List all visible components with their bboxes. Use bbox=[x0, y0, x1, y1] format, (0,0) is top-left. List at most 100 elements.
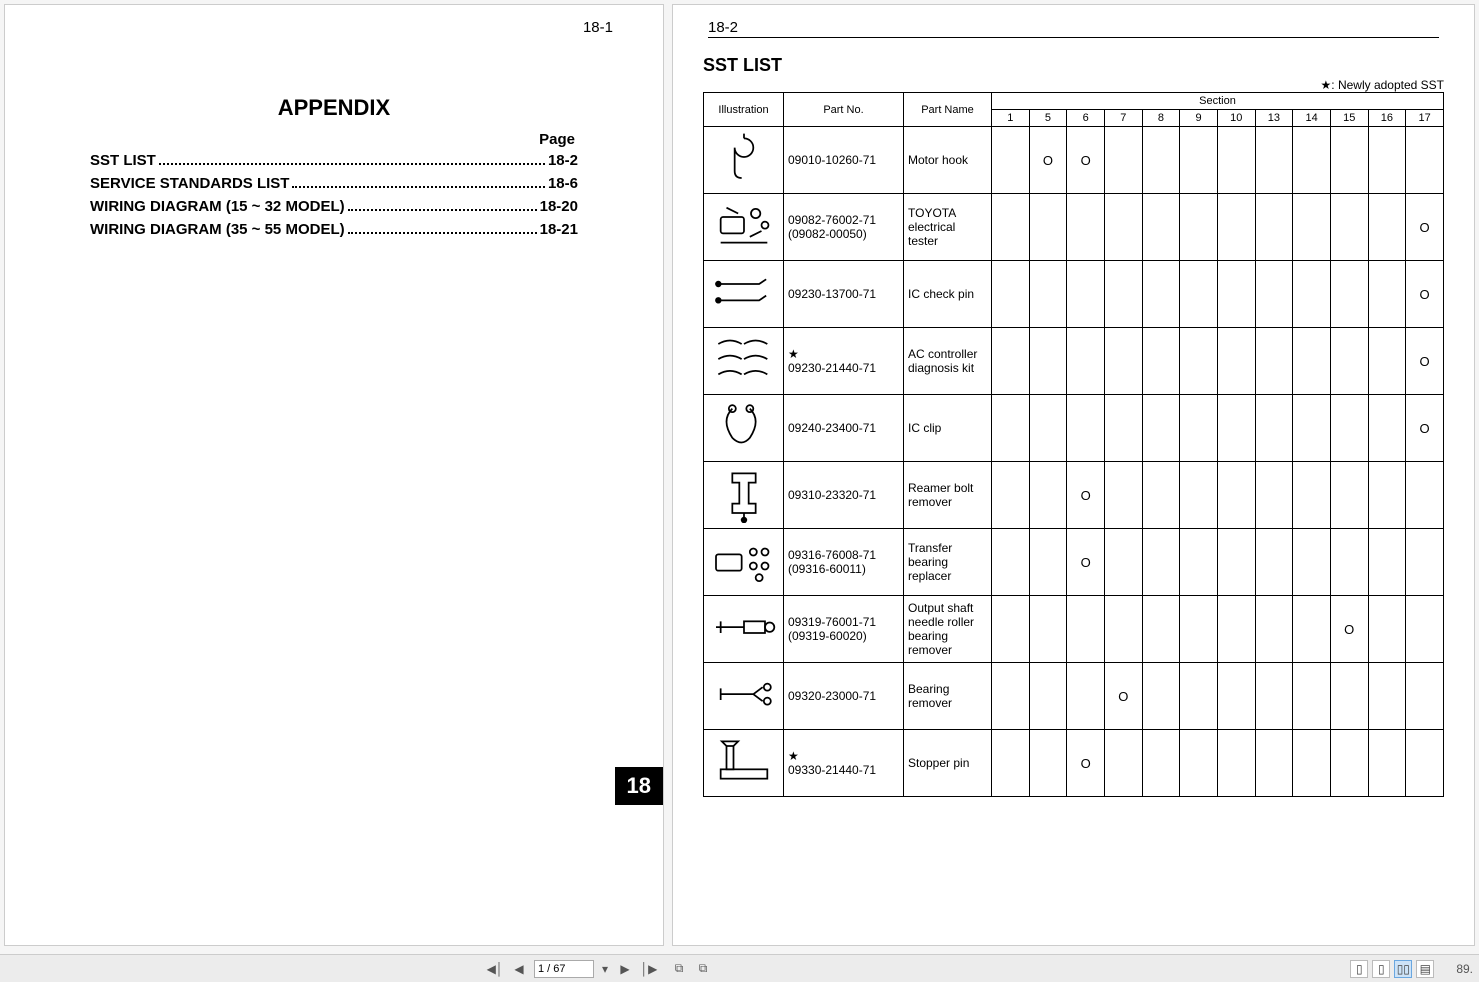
page-number-input[interactable] bbox=[534, 960, 594, 978]
cell-sec-16 bbox=[1368, 328, 1406, 395]
cell-sec-15: O bbox=[1330, 596, 1368, 663]
cell-sec-17 bbox=[1406, 596, 1444, 663]
cell-sec-14 bbox=[1293, 663, 1331, 730]
cell-sec-8 bbox=[1142, 462, 1180, 529]
cell-sec-15 bbox=[1330, 663, 1368, 730]
cell-sec-8 bbox=[1142, 328, 1180, 395]
cell-part-name: AC controller diagnosis kit bbox=[904, 328, 992, 395]
cell-sec-7 bbox=[1104, 529, 1142, 596]
cell-sec-5 bbox=[1029, 730, 1067, 797]
cell-sec-17: O bbox=[1406, 194, 1444, 261]
sst-row: 09240-23400-71IC clipO bbox=[704, 395, 1444, 462]
th-sec-10: 10 bbox=[1217, 110, 1255, 127]
toc-row: WIRING DIAGRAM (35 ~ 55 MODEL)18-21 bbox=[90, 221, 578, 238]
toc-dots bbox=[159, 163, 545, 165]
cell-sec-10 bbox=[1217, 529, 1255, 596]
th-sec-1: 1 bbox=[992, 110, 1030, 127]
continuous-view-button[interactable]: ▯ bbox=[1372, 960, 1390, 978]
toc-label: WIRING DIAGRAM (35 ~ 55 MODEL) bbox=[90, 221, 345, 238]
cell-sec-16 bbox=[1368, 395, 1406, 462]
cell-sec-10 bbox=[1217, 730, 1255, 797]
cell-sec-13 bbox=[1255, 395, 1293, 462]
cell-sec-5 bbox=[1029, 328, 1067, 395]
cell-sec-8 bbox=[1142, 596, 1180, 663]
cell-sec-14 bbox=[1293, 261, 1331, 328]
th-sec-6: 6 bbox=[1067, 110, 1105, 127]
th-sec-16: 16 bbox=[1368, 110, 1406, 127]
cell-sec-15 bbox=[1330, 127, 1368, 194]
cell-sec-14 bbox=[1293, 462, 1331, 529]
cell-sec-9 bbox=[1180, 395, 1218, 462]
cell-sec-5 bbox=[1029, 194, 1067, 261]
cell-sec-16 bbox=[1368, 529, 1406, 596]
cell-sec-7 bbox=[1104, 596, 1142, 663]
cell-sec-1 bbox=[992, 663, 1030, 730]
cell-sec-16 bbox=[1368, 730, 1406, 797]
cell-sec-1 bbox=[992, 395, 1030, 462]
cell-sec-5 bbox=[1029, 596, 1067, 663]
cell-illustration bbox=[704, 395, 784, 462]
cell-sec-10 bbox=[1217, 462, 1255, 529]
th-sec-7: 7 bbox=[1104, 110, 1142, 127]
cell-sec-14 bbox=[1293, 395, 1331, 462]
cell-sec-1 bbox=[992, 462, 1030, 529]
cell-sec-6: O bbox=[1067, 529, 1105, 596]
sst-legend: ★: Newly adopted SST bbox=[703, 78, 1444, 92]
cell-sec-17 bbox=[1406, 529, 1444, 596]
table-of-contents: SST LIST18-2SERVICE STANDARDS LIST18-6WI… bbox=[90, 152, 578, 238]
th-sec-9: 9 bbox=[1180, 110, 1218, 127]
cell-illustration bbox=[704, 261, 784, 328]
cell-sec-14 bbox=[1293, 529, 1331, 596]
add-page-button[interactable]: ⧉ bbox=[670, 960, 688, 978]
page-dropdown-button[interactable]: ▾ bbox=[600, 960, 610, 978]
cell-sec-13 bbox=[1255, 663, 1293, 730]
cell-part-no: 09316-76008-71(09316-60011) bbox=[784, 529, 904, 596]
cell-sec-9 bbox=[1180, 194, 1218, 261]
single-page-view-button[interactable]: ▯ bbox=[1350, 960, 1368, 978]
toc-page: 18-2 bbox=[548, 152, 578, 169]
page-number-left: 18-1 bbox=[583, 19, 613, 36]
cell-part-no: 09320-23000-71 bbox=[784, 663, 904, 730]
cell-sec-8 bbox=[1142, 127, 1180, 194]
prev-page-button[interactable]: ◀ bbox=[510, 960, 528, 978]
cell-sec-6 bbox=[1067, 328, 1105, 395]
last-page-button[interactable]: │▶ bbox=[640, 960, 658, 978]
cell-sec-8 bbox=[1142, 194, 1180, 261]
cell-sec-5 bbox=[1029, 529, 1067, 596]
cell-part-name: Stopper pin bbox=[904, 730, 992, 797]
cell-sec-7 bbox=[1104, 462, 1142, 529]
cell-sec-10 bbox=[1217, 127, 1255, 194]
cell-sec-5 bbox=[1029, 261, 1067, 328]
cell-sec-16 bbox=[1368, 462, 1406, 529]
book-view-button[interactable]: ▤ bbox=[1416, 960, 1434, 978]
cell-sec-6: O bbox=[1067, 730, 1105, 797]
cell-sec-13 bbox=[1255, 261, 1293, 328]
cell-sec-14 bbox=[1293, 596, 1331, 663]
first-page-button[interactable]: ◀│ bbox=[486, 960, 504, 978]
cell-sec-7: O bbox=[1104, 663, 1142, 730]
remove-page-button[interactable]: ⧉ bbox=[694, 960, 712, 978]
cell-sec-9 bbox=[1180, 730, 1218, 797]
cell-sec-8 bbox=[1142, 663, 1180, 730]
cell-sec-6 bbox=[1067, 663, 1105, 730]
cell-part-no: ★09230-21440-71 bbox=[784, 328, 904, 395]
next-page-button[interactable]: ▶ bbox=[616, 960, 634, 978]
cell-sec-6 bbox=[1067, 395, 1105, 462]
cell-sec-5 bbox=[1029, 395, 1067, 462]
cell-part-name: IC check pin bbox=[904, 261, 992, 328]
toc-dots bbox=[348, 209, 537, 211]
th-section: Section bbox=[992, 93, 1444, 110]
cell-sec-15 bbox=[1330, 395, 1368, 462]
sst-row: 09310-23320-71Reamer bolt removerO bbox=[704, 462, 1444, 529]
th-sec-13: 13 bbox=[1255, 110, 1293, 127]
th-sec-17: 17 bbox=[1406, 110, 1444, 127]
cell-sec-17 bbox=[1406, 127, 1444, 194]
cell-part-name: TOYOTA electrical tester bbox=[904, 194, 992, 261]
page-heading-label: Page bbox=[35, 131, 575, 148]
two-page-view-button[interactable]: ▯▯ bbox=[1394, 960, 1412, 978]
cell-sec-9 bbox=[1180, 328, 1218, 395]
cell-part-name: IC clip bbox=[904, 395, 992, 462]
cell-sec-17 bbox=[1406, 730, 1444, 797]
cell-sec-6 bbox=[1067, 194, 1105, 261]
cell-part-name: Output shaft needle roller bearing remov… bbox=[904, 596, 992, 663]
